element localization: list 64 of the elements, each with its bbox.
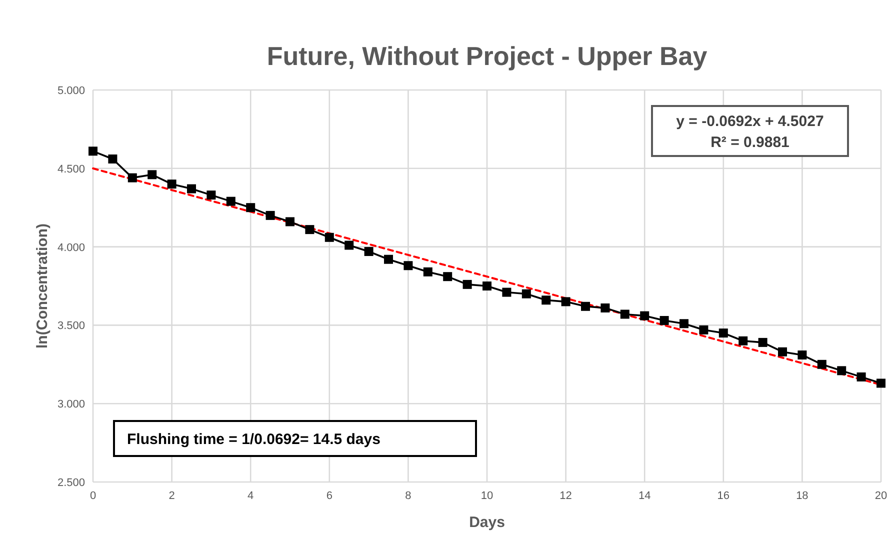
x-axis-title: Days bbox=[469, 514, 505, 531]
y-tick-label: 4.500 bbox=[57, 163, 85, 176]
point bbox=[876, 378, 886, 388]
y-tick-label: 3.500 bbox=[57, 320, 85, 332]
point bbox=[758, 338, 768, 347]
point bbox=[305, 225, 314, 234]
point bbox=[620, 310, 630, 319]
point bbox=[680, 319, 688, 328]
point bbox=[718, 328, 728, 338]
y-tick-label: 2.500 bbox=[57, 477, 85, 489]
point bbox=[167, 180, 176, 189]
point bbox=[522, 289, 531, 298]
point bbox=[286, 217, 294, 226]
point bbox=[423, 267, 432, 276]
point bbox=[837, 366, 846, 376]
point bbox=[660, 316, 669, 325]
point bbox=[148, 170, 157, 180]
point bbox=[404, 261, 413, 270]
x-tick-label: 18 bbox=[796, 490, 808, 502]
point bbox=[581, 302, 590, 311]
point bbox=[778, 347, 787, 356]
point bbox=[542, 296, 551, 305]
annotation: y = -0.0692x + 4.5027 bbox=[676, 113, 824, 130]
x-tick-label: 8 bbox=[405, 490, 412, 502]
annotation: R² = 0.9881 bbox=[710, 134, 790, 151]
point bbox=[266, 210, 275, 220]
y-axis-title: ln(Concentration) bbox=[34, 224, 51, 348]
point bbox=[108, 154, 118, 164]
point bbox=[462, 280, 472, 289]
point bbox=[561, 297, 570, 306]
annotation: Flushing time = 1/0.0692= 14.5 days bbox=[127, 431, 380, 448]
point bbox=[699, 325, 708, 334]
point bbox=[246, 203, 256, 212]
point bbox=[364, 247, 374, 256]
point bbox=[443, 272, 452, 282]
point bbox=[600, 303, 610, 312]
x-tick-label: 0 bbox=[90, 490, 96, 502]
point bbox=[856, 372, 866, 382]
x-tick-label: 16 bbox=[717, 490, 730, 502]
y-tick-label: 5.000 bbox=[57, 85, 85, 97]
point bbox=[817, 360, 826, 369]
point bbox=[798, 350, 807, 360]
x-tick-label: 14 bbox=[638, 490, 651, 502]
x-tick-label: 12 bbox=[560, 490, 572, 502]
point bbox=[738, 336, 748, 346]
y-tick-label: 3.000 bbox=[57, 398, 85, 411]
point bbox=[187, 184, 196, 194]
point bbox=[88, 146, 98, 156]
point bbox=[640, 311, 650, 320]
point bbox=[324, 232, 334, 242]
x-tick-label: 10 bbox=[480, 490, 494, 502]
x-tick-label: 20 bbox=[874, 490, 888, 502]
x-tick-label: 2 bbox=[168, 490, 175, 502]
point bbox=[502, 288, 512, 297]
x-tick-label: 6 bbox=[326, 490, 332, 502]
point bbox=[344, 240, 354, 250]
x-tick-label: 4 bbox=[248, 490, 254, 502]
chart-title: Future, Without Project - Upper Bay bbox=[266, 41, 708, 71]
point bbox=[128, 173, 137, 182]
point bbox=[206, 190, 216, 200]
point bbox=[482, 282, 492, 290]
y-tick-label: 4.000 bbox=[57, 242, 85, 254]
point bbox=[384, 254, 393, 264]
point bbox=[226, 196, 236, 206]
